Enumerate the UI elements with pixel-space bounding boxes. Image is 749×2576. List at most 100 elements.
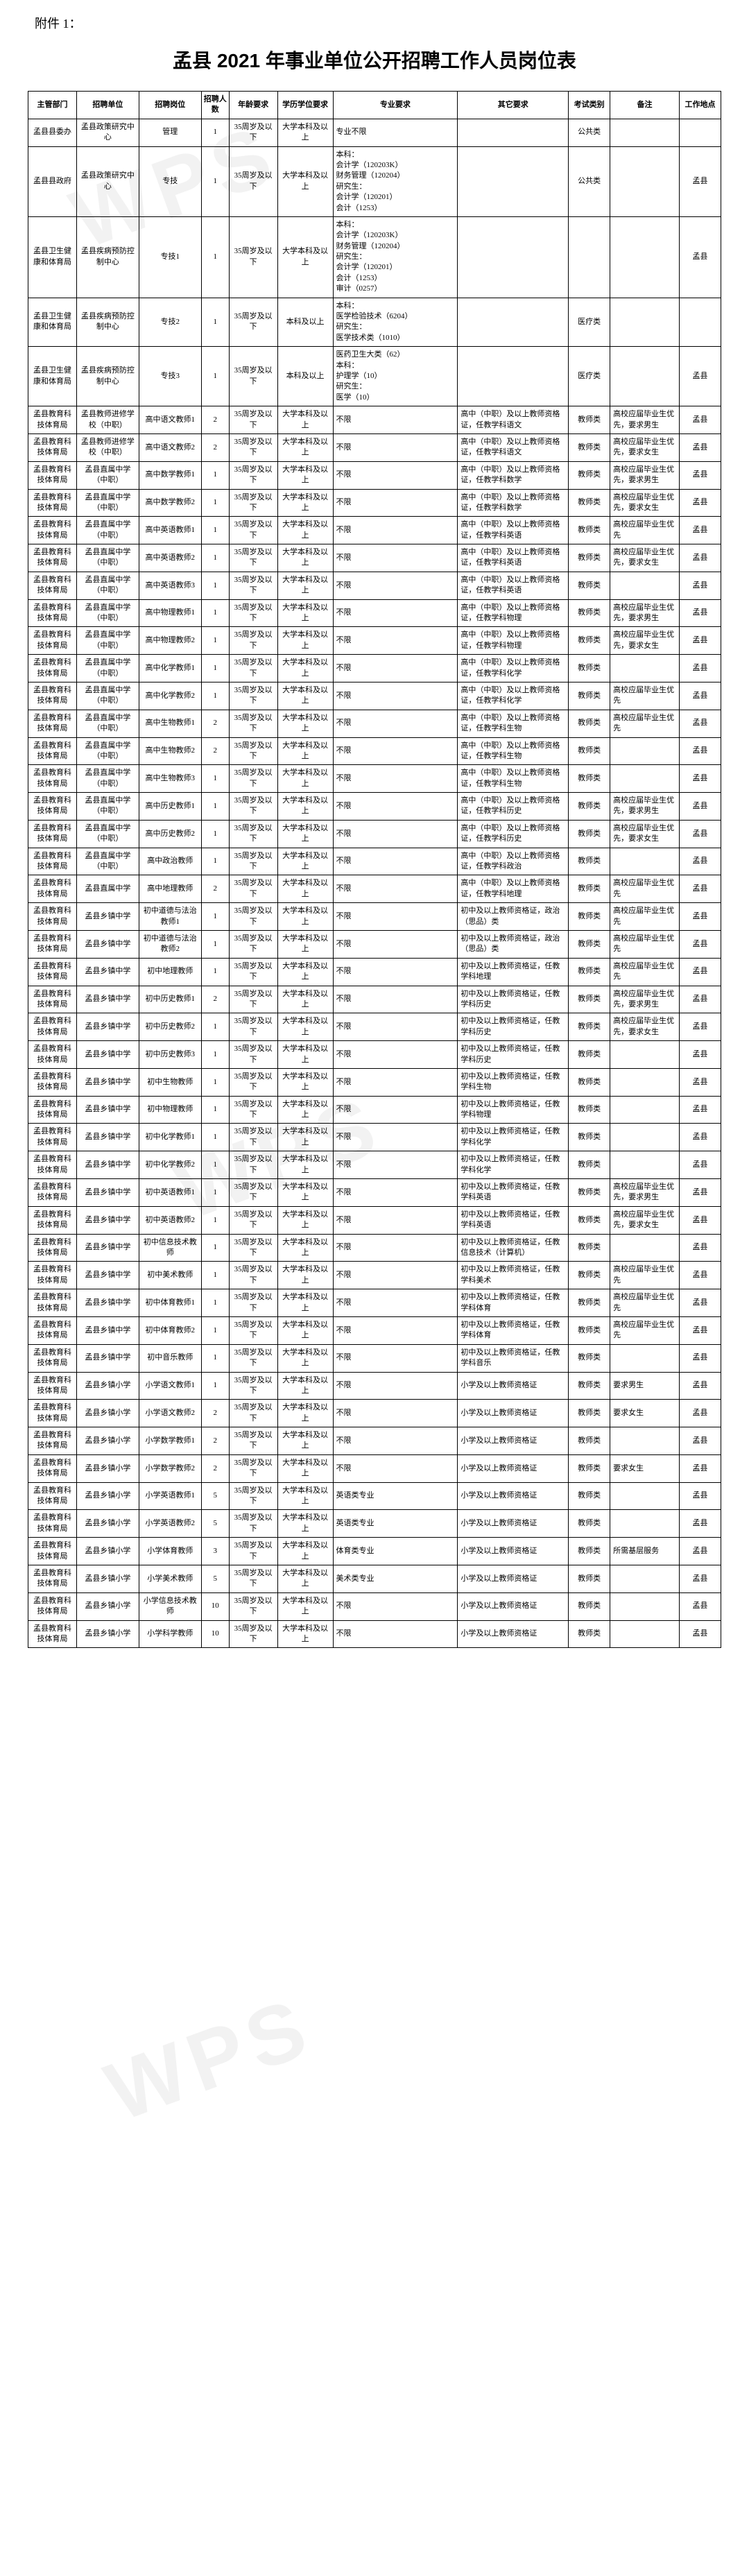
col-header: 其它要求 [458, 92, 569, 119]
cell-post: 小学语文教师1 [139, 1372, 201, 1400]
cell-post: 高中生物教师1 [139, 710, 201, 737]
table-header-row: 主管部门 招聘单位 招聘岗位 招聘人数 年龄要求 学历学位要求 专业要求 其它要… [28, 92, 721, 119]
cell-dept: 孟县教育科技体育局 [28, 489, 77, 517]
cell-age: 35周岁及以下 [229, 461, 277, 489]
cell-post: 高中生物教师3 [139, 765, 201, 793]
cell-num: 1 [201, 572, 229, 599]
cell-post: 初中道德与法治教师2 [139, 931, 201, 959]
cell-unit: 孟县乡镇小学 [76, 1510, 139, 1538]
cell-major: 不限 [333, 1013, 458, 1041]
cell-exam: 教师类 [569, 710, 610, 737]
cell-unit: 孟县乡镇中学 [76, 1289, 139, 1317]
cell-place: 孟县 [679, 1482, 721, 1510]
cell-major: 不限 [333, 1400, 458, 1427]
cell-age: 35周岁及以下 [229, 1316, 277, 1344]
cell-unit: 孟县乡镇小学 [76, 1482, 139, 1510]
cell-unit: 孟县乡镇中学 [76, 1151, 139, 1179]
cell-remark [610, 1234, 680, 1262]
cell-num: 1 [201, 599, 229, 627]
cell-edu: 大学本科及以上 [277, 599, 333, 627]
cell-other: 高中（中职）及以上教师资格证，任教学科地理 [458, 875, 569, 903]
cell-place: 孟县 [679, 1151, 721, 1179]
cell-post: 小学信息技术教师 [139, 1592, 201, 1620]
cell-major: 不限 [333, 1262, 458, 1289]
cell-remark: 要求男生 [610, 1372, 680, 1400]
cell-exam: 教师类 [569, 958, 610, 986]
cell-post: 管理 [139, 119, 201, 146]
cell-exam: 教师类 [569, 544, 610, 572]
cell-major: 不限 [333, 820, 458, 848]
cell-place: 孟县 [679, 875, 721, 903]
watermark: WPS [94, 1978, 325, 2140]
cell-post: 高中化学教师2 [139, 682, 201, 710]
cell-other: 初中及以上教师资格证，政治（思品）类 [458, 903, 569, 931]
cell-place: 孟县 [679, 737, 721, 765]
cell-edu: 大学本科及以上 [277, 1041, 333, 1069]
cell-major: 不限 [333, 710, 458, 737]
cell-other: 小学及以上教师资格证 [458, 1482, 569, 1510]
cell-unit: 孟县直属中学（中职） [76, 489, 139, 517]
cell-age: 35周岁及以下 [229, 406, 277, 434]
cell-edu: 大学本科及以上 [277, 793, 333, 821]
cell-post: 高中语文教师1 [139, 406, 201, 434]
cell-dept: 孟县教育科技体育局 [28, 1179, 77, 1207]
cell-age: 35周岁及以下 [229, 903, 277, 931]
cell-place: 孟县 [679, 572, 721, 599]
table-row: 孟县教育科技体育局孟县直属中学（中职）高中数学教师2135周岁及以下大学本科及以… [28, 489, 721, 517]
cell-edu: 大学本科及以上 [277, 406, 333, 434]
cell-unit: 孟县乡镇中学 [76, 931, 139, 959]
cell-edu: 大学本科及以上 [277, 119, 333, 146]
cell-exam: 教师类 [569, 1400, 610, 1427]
cell-edu: 大学本科及以上 [277, 737, 333, 765]
cell-num: 1 [201, 119, 229, 146]
cell-remark: 高校应届毕业生优先，要求男生 [610, 406, 680, 434]
cell-exam: 教师类 [569, 1068, 610, 1096]
cell-num: 1 [201, 1234, 229, 1262]
cell-place: 孟县 [679, 1538, 721, 1565]
cell-dept: 孟县教育科技体育局 [28, 599, 77, 627]
cell-age: 35周岁及以下 [229, 655, 277, 682]
table-row: 孟县教育科技体育局孟县乡镇中学初中化学教师1135周岁及以下大学本科及以上不限初… [28, 1124, 721, 1151]
cell-num: 5 [201, 1510, 229, 1538]
cell-other: 初中及以上教师资格证，任教学科音乐 [458, 1344, 569, 1372]
cell-age: 35周岁及以下 [229, 572, 277, 599]
col-header: 年龄要求 [229, 92, 277, 119]
cell-dept: 孟县教育科技体育局 [28, 406, 77, 434]
cell-age: 35周岁及以下 [229, 627, 277, 655]
cell-exam: 教师类 [569, 1179, 610, 1207]
cell-num: 1 [201, 544, 229, 572]
col-header: 考试类别 [569, 92, 610, 119]
cell-remark: 高校应届毕业生优先 [610, 958, 680, 986]
cell-dept: 孟县卫生健康和体育局 [28, 347, 77, 406]
cell-other: 初中及以上教师资格证，任教学科化学 [458, 1151, 569, 1179]
cell-remark: 所需基层服务 [610, 1538, 680, 1565]
cell-remark [610, 1041, 680, 1069]
cell-age: 35周岁及以下 [229, 986, 277, 1013]
cell-num: 1 [201, 1206, 229, 1234]
cell-exam: 教师类 [569, 1454, 610, 1482]
cell-edu: 大学本科及以上 [277, 1592, 333, 1620]
table-row: 孟县教育科技体育局孟县乡镇中学初中道德与法治教师2135周岁及以下大学本科及以上… [28, 931, 721, 959]
table-row: 孟县教育科技体育局孟县直属中学（中职）高中政治教师135周岁及以下大学本科及以上… [28, 848, 721, 875]
cell-dept: 孟县教育科技体育局 [28, 1482, 77, 1510]
cell-age: 35周岁及以下 [229, 710, 277, 737]
cell-exam: 教师类 [569, 1372, 610, 1400]
cell-edu: 大学本科及以上 [277, 1234, 333, 1262]
cell-edu: 大学本科及以上 [277, 1179, 333, 1207]
cell-edu: 大学本科及以上 [277, 489, 333, 517]
cell-num: 1 [201, 298, 229, 347]
cell-major: 不限 [333, 1316, 458, 1344]
cell-dept: 孟县卫生健康和体育局 [28, 298, 77, 347]
cell-exam: 医疗类 [569, 347, 610, 406]
cell-other: 高中（中职）及以上教师资格证，任教学科语文 [458, 406, 569, 434]
cell-edu: 本科及以上 [277, 298, 333, 347]
col-header: 工作地点 [679, 92, 721, 119]
cell-age: 35周岁及以下 [229, 1179, 277, 1207]
cell-dept: 孟县教育科技体育局 [28, 1372, 77, 1400]
cell-age: 35周岁及以下 [229, 433, 277, 461]
cell-unit: 孟县直属中学（中职） [76, 461, 139, 489]
cell-remark [610, 1510, 680, 1538]
cell-place: 孟县 [679, 958, 721, 986]
table-row: 孟县教育科技体育局孟县乡镇中学初中体育教师2135周岁及以下大学本科及以上不限初… [28, 1316, 721, 1344]
cell-dept: 孟县教育科技体育局 [28, 1344, 77, 1372]
